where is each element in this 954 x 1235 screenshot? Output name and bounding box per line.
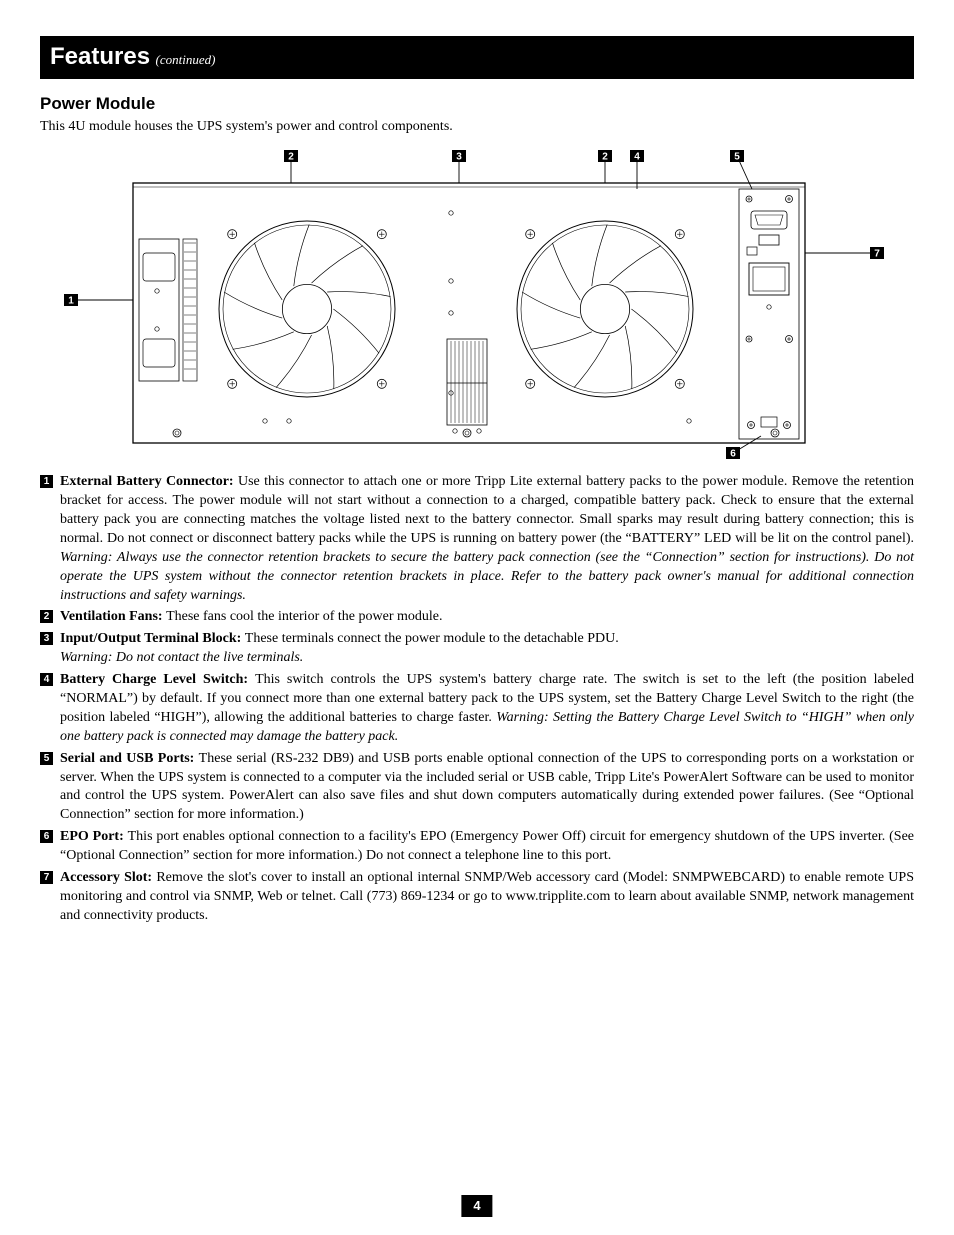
callout-title: Serial and USB Ports:	[60, 751, 199, 766]
callout-item: 1External Battery Connector: Use this co…	[40, 473, 914, 605]
callout-body: These terminals connect the power module…	[245, 631, 619, 646]
callout-list: 1External Battery Connector: Use this co…	[40, 473, 914, 925]
callout-body: These fans cool the interior of the powe…	[166, 609, 442, 624]
callout-item: 2 Ventilation Fans: These fans cool the i…	[40, 608, 914, 627]
callout-title: Battery Charge Level Switch:	[60, 672, 255, 687]
callout-number-badge: 3	[40, 632, 53, 645]
subsection-title: Power Module	[40, 93, 914, 116]
callout-number-badge: 6	[40, 830, 53, 843]
callout-title: Ventilation Fans:	[60, 609, 166, 624]
section-continued: (continued)	[156, 52, 216, 67]
callout-title: EPO Port:	[60, 829, 128, 844]
power-module-diagram: 1 2 3 2 4 5 6 7	[57, 143, 897, 463]
svg-text:6: 6	[730, 449, 736, 460]
callout-item: 7 Accessory Slot: Remove the slot's cover…	[40, 869, 914, 926]
section-header-bar: Features (continued)	[40, 36, 914, 79]
callout-title: Accessory Slot:	[60, 870, 156, 885]
svg-text:4: 4	[634, 152, 640, 163]
svg-text:3: 3	[456, 152, 462, 163]
callout-number-badge: 5	[40, 752, 53, 765]
callout-body: This port enables optional connection to…	[60, 829, 914, 863]
subsection-intro: This 4U module houses the UPS system's p…	[40, 118, 914, 137]
callout-number-badge: 1	[40, 475, 53, 488]
svg-text:2: 2	[288, 152, 294, 163]
callout-warning: Warning: Do not contact the live termina…	[60, 650, 303, 665]
section-title: Features	[50, 43, 150, 70]
callout-item: 6 EPO Port: This port enables optional co…	[40, 828, 914, 866]
callout-item: 4Battery Charge Level Switch: This switc…	[40, 671, 914, 747]
callout-warning: Warning: Always use the connector retent…	[60, 550, 914, 603]
svg-text:5: 5	[734, 152, 740, 163]
callout-number-badge: 7	[40, 871, 53, 884]
callout-item: 5Serial and USB Ports: These serial (RS-…	[40, 750, 914, 826]
callout-title: External Battery Connector:	[60, 474, 238, 489]
page-number: 4	[461, 1195, 492, 1217]
callout-title: Input/Output Terminal Block:	[60, 631, 245, 646]
callout-number-badge: 4	[40, 673, 53, 686]
callout-number-badge: 2	[40, 610, 53, 623]
svg-text:7: 7	[874, 249, 880, 260]
callout-body: Remove the slot's cover to install an op…	[60, 870, 914, 923]
svg-text:1: 1	[68, 296, 74, 307]
callout-item: 3 Input/Output Terminal Block: These term…	[40, 630, 914, 668]
page: Features (continued) Power Module This 4…	[0, 0, 954, 1235]
svg-text:2: 2	[602, 152, 608, 163]
